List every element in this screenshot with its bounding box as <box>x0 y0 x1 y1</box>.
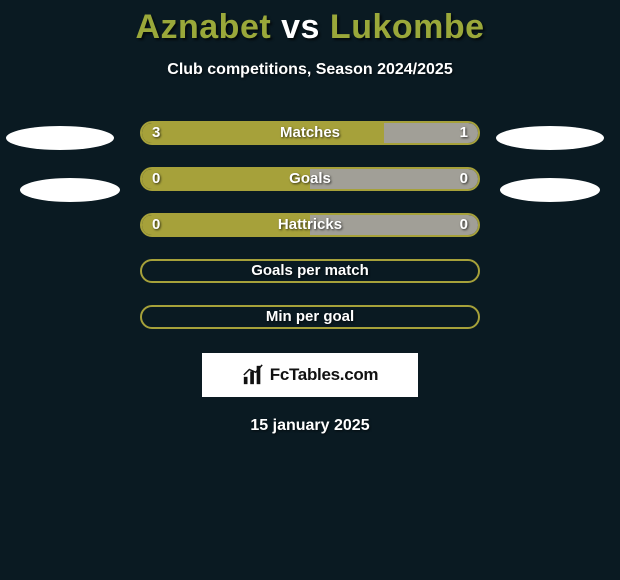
player-b-name: Lukombe <box>330 8 485 46</box>
stat-bar-track <box>140 305 480 329</box>
avatar-player-a <box>6 126 114 150</box>
player-a-name: Aznabet <box>135 8 271 46</box>
stat-row: Goals per match <box>0 259 620 283</box>
vs-text: vs <box>281 8 320 46</box>
avatar-player-b <box>500 178 600 202</box>
stat-value-a: 3 <box>152 121 160 145</box>
stat-value-a: 0 <box>152 213 160 237</box>
page-title: Aznabet vs Lukombe <box>0 8 620 47</box>
avatar-player-a <box>20 178 120 202</box>
stat-row: Min per goal <box>0 305 620 329</box>
stat-value-b: 0 <box>460 167 468 191</box>
subtitle: Club competitions, Season 2024/2025 <box>0 61 620 79</box>
stat-bar-track <box>140 259 480 283</box>
bar-chart-icon <box>242 364 264 386</box>
source-logo: FcTables.com <box>202 353 418 397</box>
avatar-player-b <box>496 126 604 150</box>
stat-bar-track <box>140 121 480 145</box>
stat-bar-b <box>310 169 478 189</box>
stat-row: Hattricks00 <box>0 213 620 237</box>
stat-value-b: 1 <box>460 121 468 145</box>
stat-bar-track <box>140 167 480 191</box>
stat-bar-a <box>142 123 384 143</box>
date-text: 15 january 2025 <box>0 417 620 435</box>
stat-bar-a <box>142 169 310 189</box>
stat-bar-track <box>140 213 480 237</box>
stat-value-b: 0 <box>460 213 468 237</box>
infographic-root: Aznabet vs Lukombe Club competitions, Se… <box>0 0 620 435</box>
logo-text: FcTables.com <box>270 365 379 385</box>
stats-rows: Matches31Goals00Hattricks00Goals per mat… <box>0 121 620 329</box>
stat-bar-b <box>310 215 478 235</box>
stat-value-a: 0 <box>152 167 160 191</box>
stat-bar-a <box>142 215 310 235</box>
